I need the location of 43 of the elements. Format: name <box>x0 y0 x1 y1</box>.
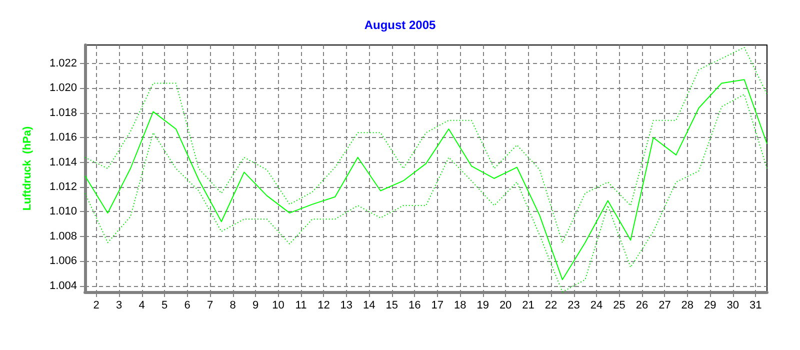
y-axis-title: Luftdruck (hPa) <box>22 126 34 211</box>
x-tick-label: 6 <box>184 300 190 312</box>
x-tick-label: 25 <box>613 300 626 312</box>
x-tick-label: 11 <box>295 300 307 312</box>
y-tick-label: 1.012 <box>49 181 77 194</box>
y-tick-label: 1.018 <box>49 106 77 119</box>
x-tick-label: 20 <box>499 300 512 312</box>
x-tick-label: 27 <box>658 300 671 312</box>
x-tick-label: 10 <box>272 300 284 312</box>
x-tick-label: 30 <box>726 300 740 312</box>
chart-title: August 2005 <box>364 18 436 32</box>
x-tick-label: 18 <box>454 300 466 312</box>
y-tick-label: 1.022 <box>49 58 77 70</box>
x-tick-label: 12 <box>318 300 330 312</box>
x-tick-label: 24 <box>590 300 603 312</box>
x-tick-label: 29 <box>704 300 716 312</box>
x-tick-label: 26 <box>636 300 648 312</box>
x-tick-label: 22 <box>544 300 558 312</box>
y-tick-label: 1.004 <box>49 280 77 292</box>
x-tick-label: 14 <box>363 300 376 312</box>
x-tick-label: 7 <box>206 300 214 312</box>
x-tick-label: 19 <box>476 300 489 312</box>
x-tick-label: 5 <box>162 300 168 312</box>
x-tick-label: 17 <box>431 300 444 312</box>
y-tick-label: 1.006 <box>49 255 77 268</box>
x-tick-label: 31 <box>750 300 762 312</box>
x-tick-label: 4 <box>138 300 145 312</box>
x-tick-label: 3 <box>116 300 122 312</box>
x-tick-label: 16 <box>408 300 421 312</box>
y-tick-label: 1.010 <box>49 206 77 218</box>
x-tick-label: 9 <box>252 300 259 312</box>
y-tick-label: 1.014 <box>49 156 77 168</box>
x-tick-label: 15 <box>386 300 398 312</box>
x-tick-label: 8 <box>230 300 236 312</box>
x-tick-label: 23 <box>568 300 580 312</box>
line-series <box>84 46 768 244</box>
x-tick-label: 2 <box>93 300 100 312</box>
x-tick-label: 21 <box>522 300 534 312</box>
y-tick-label: 1.020 <box>49 82 77 94</box>
x-tick-label: 28 <box>681 300 694 312</box>
y-tick-label: 1.016 <box>49 132 77 144</box>
x-tick-label: 13 <box>340 300 353 312</box>
y-tick-label: 1.008 <box>49 230 77 242</box>
